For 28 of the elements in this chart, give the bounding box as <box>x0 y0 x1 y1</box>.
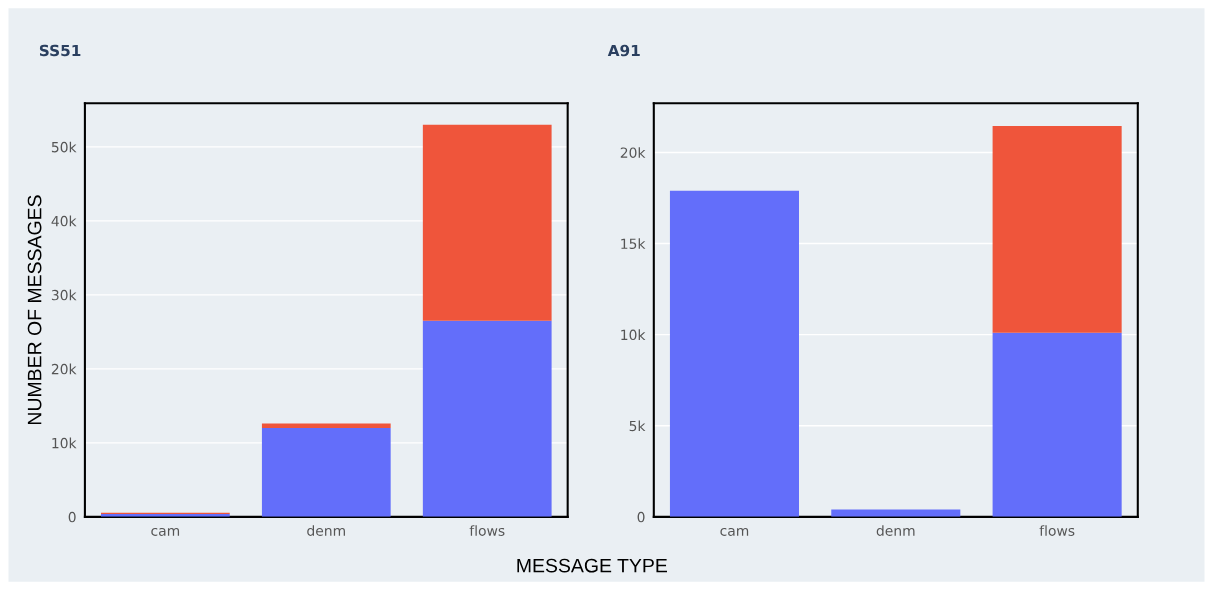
x-tick-label: denm <box>876 525 915 536</box>
y-tick-label: 5k <box>629 420 646 432</box>
y-tick-label: 15k <box>621 238 646 250</box>
y-tick-label: 0 <box>68 511 76 523</box>
y-tick-label: 0 <box>637 511 645 523</box>
y-tick-label: 40k <box>51 215 77 227</box>
y-tick-label: 10k <box>621 329 646 341</box>
chart-title: SS51 <box>39 44 81 57</box>
bar <box>669 190 799 517</box>
y-tick-label: 20k <box>620 147 646 158</box>
x-tick-label: denm <box>307 525 345 536</box>
y-tick-label: 30k <box>51 289 77 301</box>
x-tick-label: flows <box>1039 525 1075 536</box>
y-tick-label: 50k <box>51 141 77 153</box>
x-tick-label: cam <box>151 527 180 536</box>
x-axis-title: MESSAGE TYPE <box>517 558 667 573</box>
chart-title: A91 <box>607 44 640 57</box>
bar <box>422 320 552 517</box>
y-tick-label: 10k <box>52 437 77 449</box>
bar <box>261 423 391 429</box>
bar <box>261 428 391 517</box>
bar <box>422 124 552 321</box>
x-tick-label: cam <box>720 527 749 536</box>
bar <box>992 126 1122 333</box>
y-axis-title: NUMBER OF MESSAGES <box>27 195 42 425</box>
x-tick-label: flows <box>469 525 505 536</box>
y-tick-label: 20k <box>51 363 77 375</box>
bar <box>992 332 1122 517</box>
